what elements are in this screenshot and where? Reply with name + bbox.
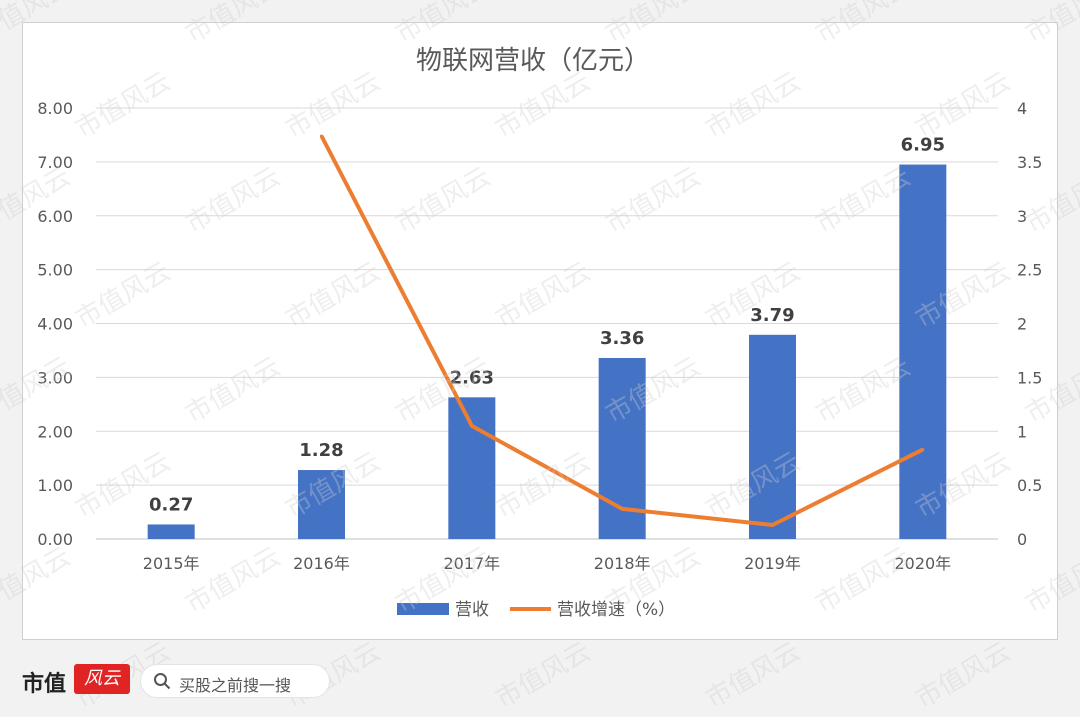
x-tick-label: 2017年: [443, 554, 500, 573]
x-tick-label: 2020年: [894, 554, 951, 573]
bar-data-labels: 0.27 1.28 2.63 3.36 3.79 6.95: [149, 135, 945, 516]
x-tick-label: 2016年: [293, 554, 350, 573]
line-point: [470, 424, 474, 428]
bar-data-label: 3.79: [750, 305, 794, 326]
line-point: [620, 507, 624, 511]
left-tick-label: 4.00: [37, 315, 73, 334]
right-tick-label: 4: [1017, 99, 1027, 118]
right-tick-label: 3: [1017, 207, 1027, 226]
x-tick-label: 2019年: [744, 554, 801, 573]
x-tick-label: 2015年: [143, 554, 200, 573]
search-label: 买股之前搜一搜: [179, 676, 292, 695]
line-point: [320, 134, 323, 138]
right-axis-ticks: 0 0.5 1 1.5 2 2.5 3 3.5 4: [1017, 99, 1042, 549]
bar-data-label: 3.36: [600, 328, 644, 349]
right-tick-label: 2.5: [1017, 261, 1042, 280]
left-axis-ticks: 0.00 1.00 2.00 3.00 4.00 5.00 6.00 7.00 8.00: [37, 99, 73, 549]
line-point: [771, 523, 774, 527]
line-series: [319, 134, 925, 527]
chart-card: 物联网营收（亿元） 0.00 1.00 2.00 3.00 4.00 5.00 6.00 7.…: [22, 22, 1058, 640]
left-tick-label: 0.00: [37, 530, 73, 549]
bar: [298, 470, 345, 539]
legend-label-bar: 营收: [455, 600, 489, 620]
legend-label-line: 营收增速（%）: [557, 600, 675, 620]
left-tick-label: 3.00: [37, 368, 73, 387]
bar: [899, 164, 947, 539]
line-point: [921, 448, 925, 452]
legend: 营收 营收增速（%）: [397, 600, 675, 620]
right-tick-label: 2: [1017, 315, 1027, 334]
brand-logo-mark: 风云: [74, 664, 130, 694]
left-tick-label: 2.00: [37, 422, 73, 441]
bar-data-label: 2.63: [450, 367, 494, 388]
combo-chart: 物联网营收（亿元） 0.00 1.00 2.00 3.00 4.00 5.00 6.00 7.…: [37, 46, 1042, 620]
left-tick-label: 7.00: [37, 153, 73, 172]
bar-data-label: 6.95: [901, 135, 945, 156]
bar: [147, 524, 195, 539]
right-tick-label: 3.5: [1017, 153, 1042, 172]
right-tick-label: 0.5: [1017, 476, 1042, 495]
chart-title: 物联网营收（亿元）: [416, 46, 650, 76]
search-box[interactable]: 买股之前搜一搜: [140, 664, 330, 698]
x-tick-label: 2018年: [594, 554, 651, 573]
right-tick-label: 1: [1017, 422, 1027, 441]
legend-swatch-bar: [397, 603, 449, 615]
x-axis-ticks: 2015年 2016年 2017年 2018年 2019年 2020年: [143, 554, 951, 573]
bar-series: [147, 164, 947, 539]
gridlines: [96, 107, 998, 540]
left-tick-label: 8.00: [37, 99, 73, 118]
bar-data-label: 1.28: [299, 440, 343, 461]
bar: [749, 334, 796, 539]
search-icon: [154, 673, 171, 690]
bar-data-label: 0.27: [149, 494, 193, 515]
left-tick-label: 1.00: [37, 476, 73, 495]
brand-logo-text: 市值: [22, 671, 67, 697]
left-tick-label: 6.00: [37, 207, 73, 226]
right-tick-label: 0: [1017, 530, 1027, 549]
left-tick-label: 5.00: [37, 261, 73, 280]
right-tick-label: 1.5: [1017, 368, 1042, 387]
bar: [448, 397, 496, 539]
